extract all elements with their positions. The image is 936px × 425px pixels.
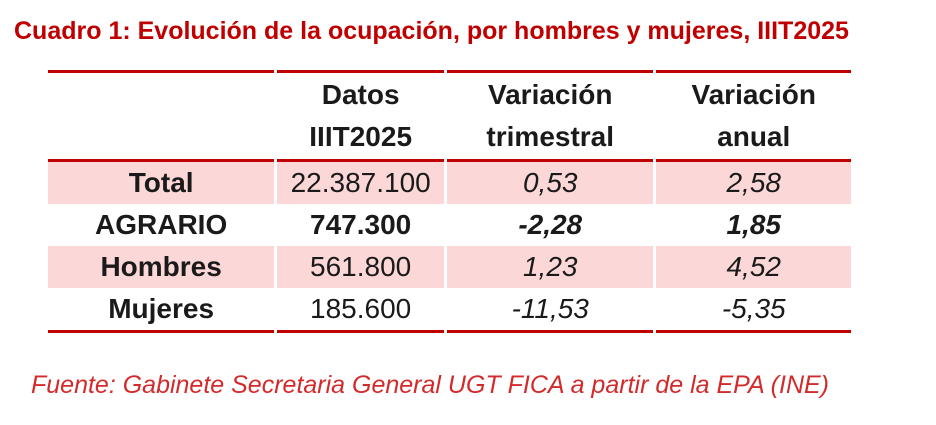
cell-agrario-datos: 747.300 [310,209,412,240]
header-datos-line2: IIIT2025 [309,121,413,152]
header-trimestral-line1: Variación [487,79,613,110]
cell-total-datos: 22.387.100 [277,162,445,204]
source-note: Fuente: Gabinete Secretaria General UGT … [31,371,830,399]
cell-agrario-var-anual: 1,85 [726,209,781,240]
cell-hombres-var-anual: 4,52 [656,246,851,288]
table-row-agrario: AGRARIO 747.300 -2,28 1,85 [48,204,851,246]
cell-mujeres-datos: 185.600 [277,288,445,333]
cell-mujeres-var-anual: -5,35 [656,288,851,333]
cell-mujeres-var-trimestral: -11,53 [447,288,654,333]
header-cell-variacion-anual: Variación anual [656,70,851,162]
row-label-hombres: Hombres [48,246,275,288]
header-cell-variacion-trimestral: Variación trimestral [447,70,654,162]
cell-total-var-trimestral: 0,53 [447,162,654,204]
row-label-agrario: AGRARIO [95,209,228,240]
table-row-total: Total 22.387.100 0,53 2,58 [48,162,851,204]
page-title: Cuadro 1: Evolución de la ocupación, por… [14,17,849,45]
table-row-hombres: Hombres 561.800 1,23 4,52 [48,246,851,288]
header-anual-line2: anual [717,121,791,152]
cell-agrario-var-trimestral: -2,28 [518,209,583,240]
cell-hombres-datos: 561.800 [277,246,445,288]
row-label-total: Total [48,162,275,204]
header-row: Datos IIIT2025 Variación trimestral Vari… [48,70,851,162]
cell-hombres-var-trimestral: 1,23 [447,246,654,288]
header-cell-datos: Datos IIIT2025 [277,70,445,162]
header-datos-line1: Datos [321,79,400,110]
row-label-mujeres: Mujeres [48,288,275,333]
occupation-table: Datos IIIT2025 Variación trimestral Vari… [45,70,854,333]
header-anual-line1: Variación [691,79,816,110]
table-row-mujeres: Mujeres 185.600 -11,53 -5,35 [48,288,851,333]
header-trimestral-line2: trimestral [486,121,615,152]
header-cell-empty [48,70,275,162]
cell-total-var-anual: 2,58 [656,162,851,204]
